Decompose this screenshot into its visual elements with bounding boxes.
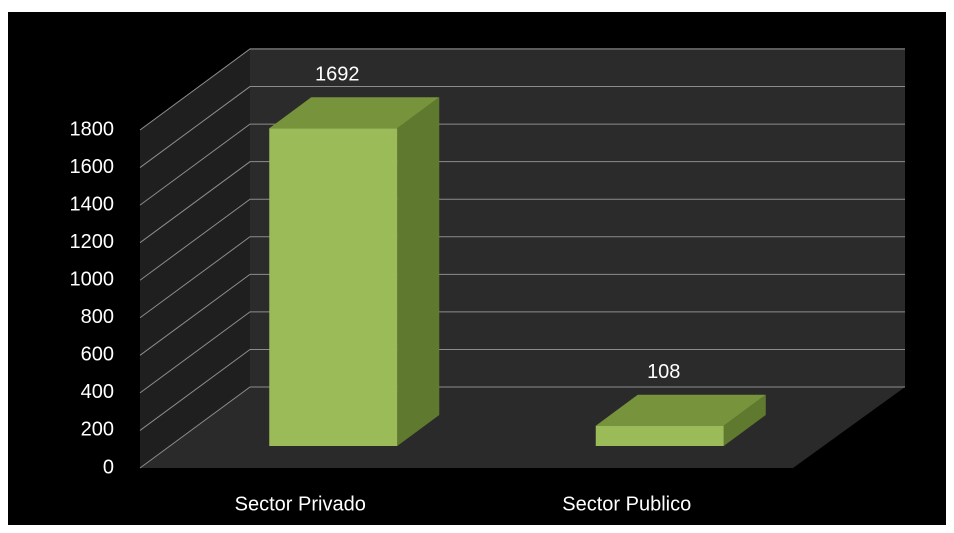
grid-line — [139, 48, 905, 131]
grid-line — [139, 86, 905, 168]
grid-line — [139, 236, 905, 319]
y-tick-label: 800 — [81, 306, 114, 328]
x-tick-label: Sector Publico — [562, 493, 691, 515]
bar-top — [595, 394, 766, 426]
y-tick-label: 1200 — [70, 231, 115, 253]
y-tick-label: 1000 — [70, 269, 115, 291]
grid-line — [139, 348, 905, 431]
y-tick-label: 1600 — [70, 156, 115, 178]
value-label: 108 — [647, 361, 680, 383]
bar-side — [723, 394, 766, 446]
floor — [140, 387, 905, 468]
bar-top — [269, 97, 440, 129]
y-tick-label: 0 — [103, 456, 114, 478]
y-tick-label: 400 — [81, 381, 114, 403]
bar — [269, 128, 398, 446]
bar-side — [397, 97, 440, 446]
grid-line — [139, 198, 905, 281]
grid-line — [139, 161, 905, 244]
grid-line — [139, 386, 905, 469]
value-label: 1692 — [315, 64, 360, 86]
y-tick-label: 600 — [81, 344, 114, 366]
y-tick-label: 1800 — [70, 118, 115, 140]
y-tick-label: 200 — [81, 419, 114, 441]
grid-line — [139, 311, 905, 394]
y-tick-label: 1400 — [70, 193, 115, 215]
side-wall — [140, 48, 250, 468]
grid-line — [139, 123, 905, 206]
grid-line — [139, 273, 905, 356]
bar — [595, 425, 724, 446]
x-tick-label: Sector Privado — [235, 493, 366, 515]
